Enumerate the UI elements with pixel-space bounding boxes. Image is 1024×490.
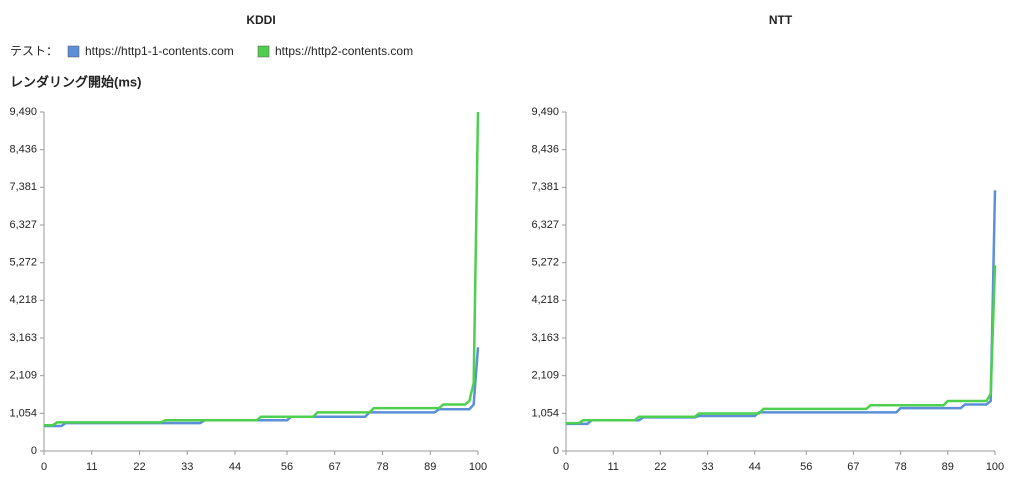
y-tick-label: 2,109 xyxy=(9,370,37,382)
y-tick-label: 3,163 xyxy=(531,332,559,344)
chart-title: NTT xyxy=(769,13,793,27)
x-tick-label: 0 xyxy=(563,461,569,473)
y-tick-label: 0 xyxy=(31,445,37,457)
line xyxy=(44,347,480,428)
x-tick-label: 22 xyxy=(133,461,145,473)
y-axis-label: レンダリング開始(ms) xyxy=(10,74,141,89)
x-tick-label: 89 xyxy=(424,461,436,473)
y-tick-label: 1,054 xyxy=(9,407,37,419)
x-tick-label: 89 xyxy=(942,461,954,473)
x-tick-label: 44 xyxy=(229,461,241,473)
y-tick-label: 6,327 xyxy=(531,219,559,231)
x-tick-label: 22 xyxy=(654,461,666,473)
x-tick-label: 100 xyxy=(469,461,487,473)
x-tick-label: 78 xyxy=(376,461,388,473)
x-tick-label: 67 xyxy=(329,461,341,473)
x-tick-label: 44 xyxy=(749,461,761,473)
x-tick-label: 33 xyxy=(181,461,193,473)
legend-swatch xyxy=(257,45,270,58)
y-tick-label: 7,381 xyxy=(531,181,559,193)
x-tick-label: 11 xyxy=(607,461,618,473)
legend-swatch xyxy=(67,45,80,58)
x-tick-label: 100 xyxy=(986,461,1004,473)
y-tick-label: 7,381 xyxy=(9,181,37,193)
y-tick-label: 4,218 xyxy=(531,294,559,306)
y-tick-label: 3,163 xyxy=(9,332,37,344)
chart-title: KDDI xyxy=(246,13,275,27)
legend-label: https://http1-1-contents.com xyxy=(85,44,234,58)
y-tick-label: 6,327 xyxy=(9,219,37,231)
y-tick-label: 9,490 xyxy=(9,106,37,118)
y-tick-label: 0 xyxy=(553,445,559,457)
x-tick-label: 78 xyxy=(894,461,906,473)
y-tick-label: 2,109 xyxy=(531,370,559,382)
y-tick-label: 9,490 xyxy=(531,106,559,118)
y-tick-label: 8,436 xyxy=(9,144,37,156)
y-tick-label: 1,054 xyxy=(531,407,559,419)
legend-label: https://http2-contents.com xyxy=(275,44,413,58)
y-tick-label: 4,218 xyxy=(9,294,37,306)
line xyxy=(566,265,997,425)
y-tick-label: 8,436 xyxy=(531,144,559,156)
y-tick-label: 5,272 xyxy=(9,257,37,269)
line xyxy=(44,111,480,427)
x-tick-label: 56 xyxy=(281,461,293,473)
x-tick-label: 67 xyxy=(847,461,859,473)
x-tick-label: 56 xyxy=(800,461,812,473)
x-tick-label: 11 xyxy=(86,461,97,473)
x-tick-label: 0 xyxy=(41,461,47,473)
legend-title: テスト： xyxy=(10,44,58,58)
y-tick-label: 5,272 xyxy=(531,257,559,269)
line xyxy=(566,190,997,426)
x-tick-label: 33 xyxy=(701,461,713,473)
